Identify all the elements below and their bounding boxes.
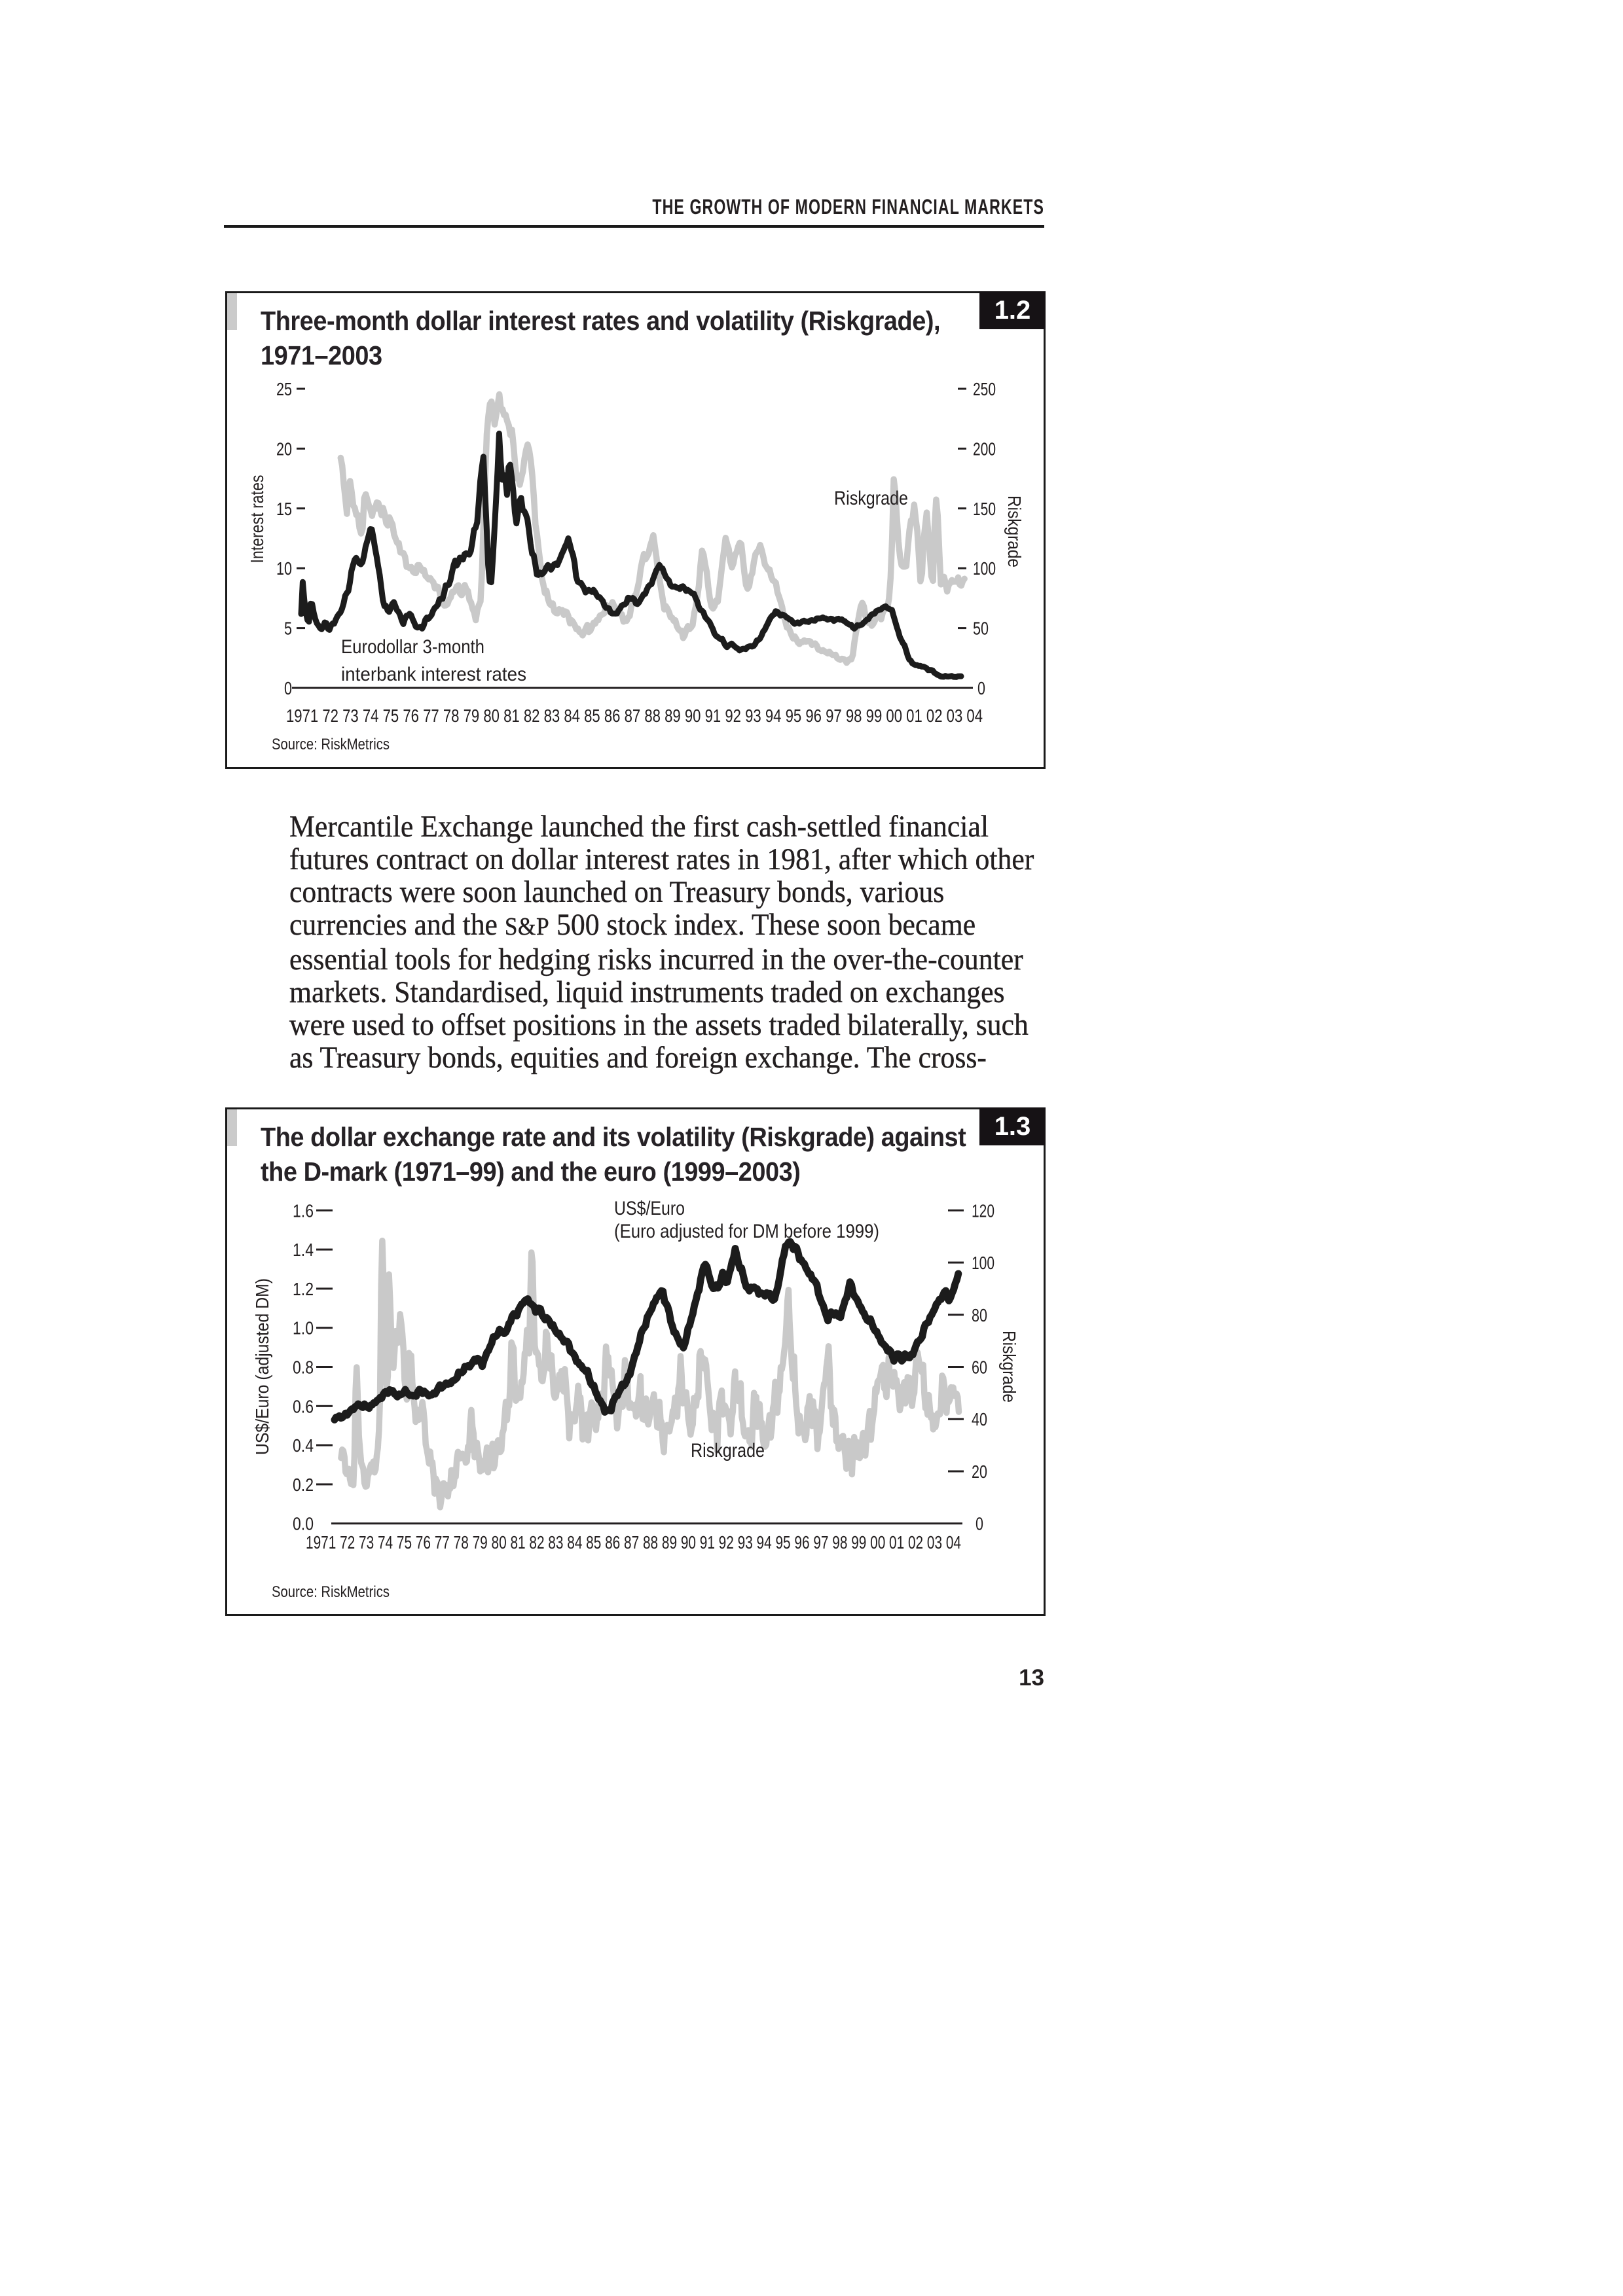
svg-text:US$/Euro (adjusted DM): US$/Euro (adjusted DM) [252, 1278, 272, 1455]
svg-text:0.4: 0.4 [293, 1435, 314, 1456]
svg-text:15: 15 [276, 499, 292, 519]
svg-text:1.6: 1.6 [293, 1200, 314, 1221]
svg-text:Riskgrade: Riskgrade [1004, 495, 1025, 567]
svg-text:1.2: 1.2 [293, 1279, 314, 1299]
svg-text:(Euro adjusted for DM before 1: (Euro adjusted for DM before 1999) [614, 1221, 879, 1242]
svg-text:5: 5 [284, 619, 292, 639]
svg-text:Source: RiskMetrics: Source: RiskMetrics [272, 1583, 390, 1601]
svg-text:0.8: 0.8 [293, 1357, 314, 1378]
svg-text:Interest rates: Interest rates [247, 475, 267, 564]
svg-text:Source: RiskMetrics: Source: RiskMetrics [272, 736, 390, 753]
svg-text:40: 40 [972, 1409, 987, 1429]
svg-text:250: 250 [973, 379, 996, 399]
svg-text:0.0: 0.0 [293, 1514, 314, 1534]
svg-text:Eurodollar 3-month: Eurodollar 3-month [341, 636, 484, 658]
svg-text:US$/Euro: US$/Euro [614, 1198, 685, 1219]
svg-text:0.6: 0.6 [293, 1396, 314, 1416]
svg-text:150: 150 [973, 499, 996, 519]
svg-text:1.4: 1.4 [293, 1240, 314, 1260]
svg-text:20: 20 [972, 1462, 987, 1482]
svg-text:60: 60 [972, 1357, 987, 1378]
svg-text:120: 120 [972, 1200, 994, 1221]
svg-text:200: 200 [973, 439, 996, 459]
svg-text:0: 0 [976, 1514, 983, 1534]
svg-text:0.2: 0.2 [293, 1475, 314, 1495]
svg-text:20: 20 [276, 439, 292, 459]
svg-text:80: 80 [972, 1305, 987, 1325]
svg-text:10: 10 [276, 558, 292, 579]
svg-text:Riskgrade: Riskgrade [834, 488, 908, 509]
svg-text:interbank interest rates: interbank interest rates [341, 664, 526, 685]
svg-text:100: 100 [972, 1253, 994, 1273]
svg-text:Riskgrade: Riskgrade [999, 1331, 1019, 1403]
svg-text:1.0: 1.0 [293, 1318, 314, 1338]
svg-text:Riskgrade: Riskgrade [691, 1440, 765, 1462]
svg-text:25: 25 [276, 379, 292, 399]
svg-text:0: 0 [284, 678, 292, 698]
svg-text:1971 72 73 74 75 76 77 78 79 8: 1971 72 73 74 75 76 77 78 79 80 81 82 83… [286, 706, 983, 726]
svg-text:1971 72 73 74 75 76 77 78 79 8: 1971 72 73 74 75 76 77 78 79 80 81 82 83… [306, 1532, 961, 1552]
svg-text:50: 50 [973, 619, 989, 639]
svg-text:0: 0 [977, 678, 985, 698]
svg-text:100: 100 [973, 558, 996, 579]
